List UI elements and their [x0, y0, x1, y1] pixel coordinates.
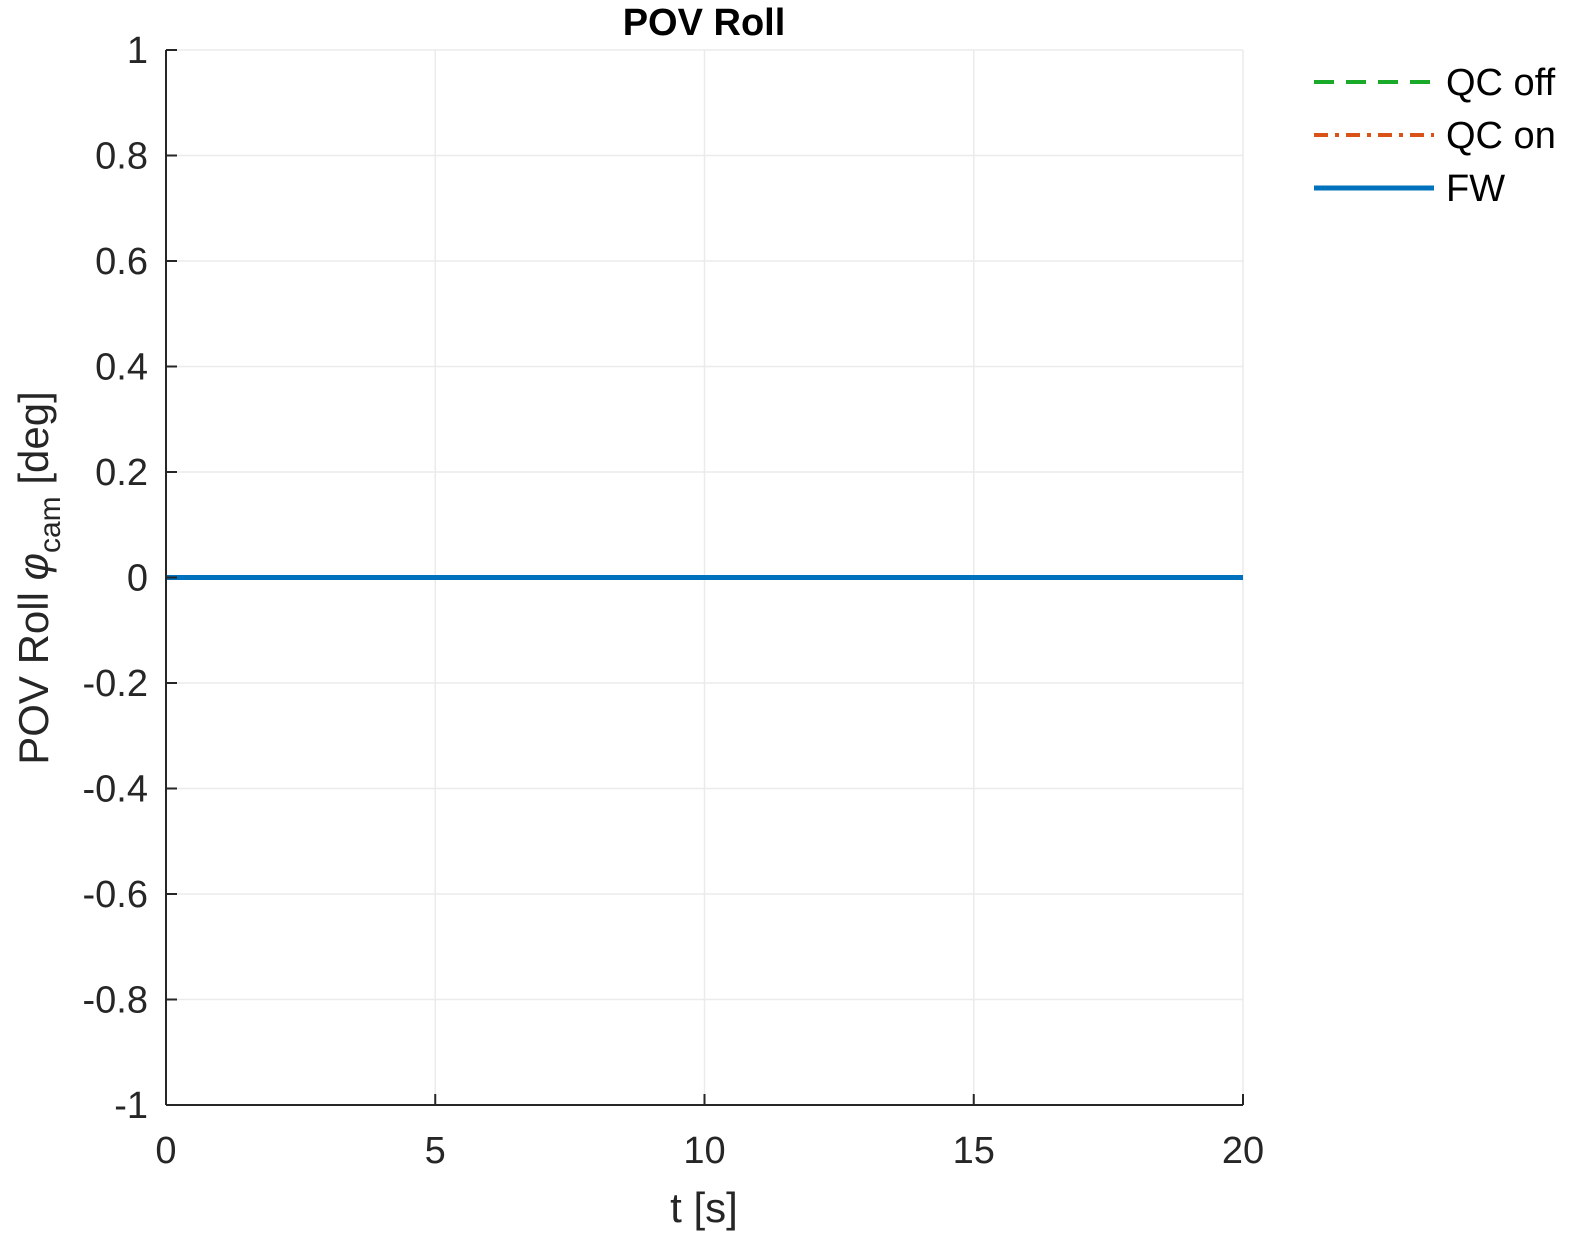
grid-lines: [166, 49, 1244, 1105]
y-tick-label: -0.2: [83, 663, 148, 705]
y-tick-label: 0.4: [95, 347, 148, 389]
legend: QC off QC on FW: [1314, 62, 1556, 210]
y-axis-label-symbol: φ: [10, 553, 57, 580]
y-tick-label: -0.4: [83, 769, 148, 811]
y-tick-label: 0: [127, 558, 148, 600]
legend-label: QC on: [1446, 115, 1556, 157]
y-tick-label: -0.6: [83, 874, 148, 916]
legend-label: QC off: [1446, 62, 1556, 104]
x-axis-label: t [s]: [670, 1184, 738, 1231]
x-tick-label: 10: [683, 1130, 725, 1172]
y-axis-label-suffix: [deg]: [10, 391, 57, 496]
y-axis-label-subscript: cam: [34, 496, 67, 553]
chart-title: POV Roll: [623, 2, 786, 44]
x-tick-label: 15: [953, 1130, 995, 1172]
x-tick-label: 20: [1222, 1130, 1264, 1172]
y-tick-label: 1: [127, 30, 148, 72]
y-tick-label: -0.8: [83, 980, 148, 1022]
y-tick-label: -1: [114, 1085, 148, 1127]
y-tick-label: 0.2: [95, 452, 148, 494]
y-axis-label-prefix: POV Roll: [10, 580, 57, 764]
y-axis-label: POV Roll φcam [deg]: [10, 391, 67, 765]
x-tick-label: 0: [155, 1130, 176, 1172]
y-tick-label: 0.8: [95, 136, 148, 178]
y-ticks: 1 0.8 0.6 0.4 0.2 0 -0.2 -0.4 -0.6 -0.8 -1: [83, 30, 177, 1127]
x-tick-label: 5: [425, 1130, 446, 1172]
legend-label: FW: [1446, 168, 1505, 210]
y-tick-label: 0.6: [95, 241, 148, 283]
x-ticks: 0 5 10 15 20: [155, 1094, 1264, 1172]
